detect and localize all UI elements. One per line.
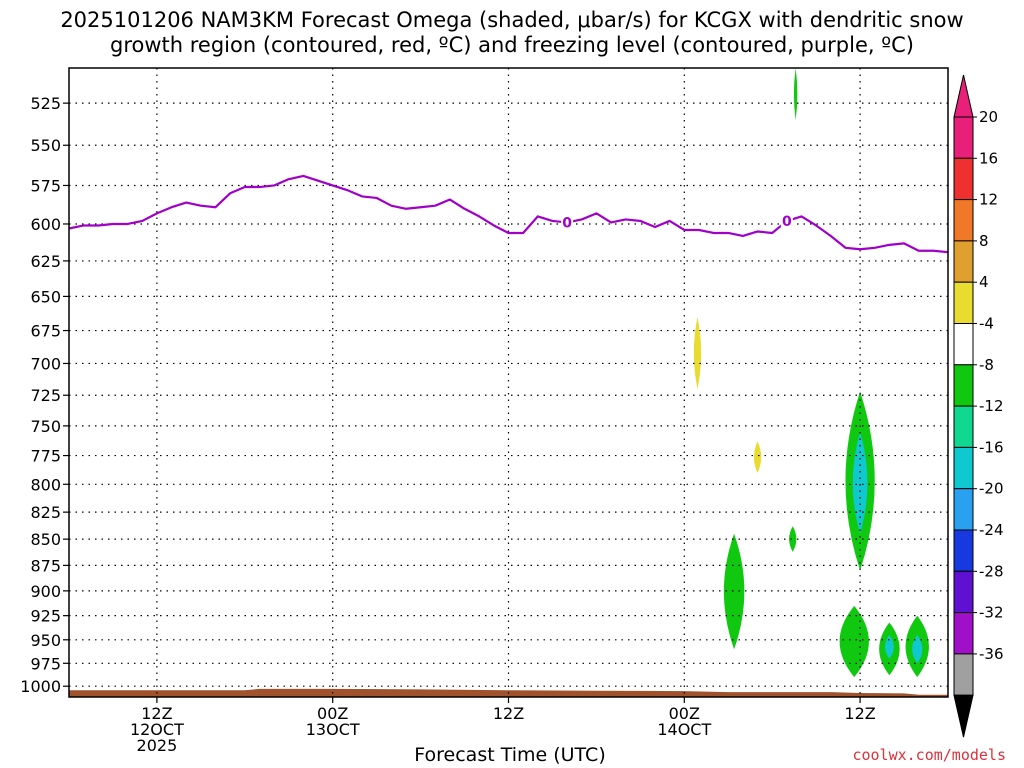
colorbar-bin--36 (953, 653, 974, 696)
omega-shading-layer (693, 68, 929, 678)
plot-area (69, 68, 948, 697)
freezing-level-line (68, 174, 949, 254)
freezing-level-label-bg (561, 214, 574, 230)
omega-feature-9 (885, 635, 894, 659)
x-tick-label: 13OCT (306, 720, 360, 739)
x-tick-label: 00Z (317, 704, 348, 723)
colorbar-bin-12 (953, 199, 974, 242)
colorbar-label: -32 (979, 604, 1004, 622)
y-tick-label: 825 (30, 503, 61, 522)
colorbar-bottom-arrow (953, 694, 974, 738)
omega-feature-0 (793, 68, 798, 121)
colorbar-bin--20 (953, 488, 974, 531)
y-tick-label: 800 (30, 475, 61, 494)
y-tick-label: 625 (30, 252, 61, 271)
colorbar-legend: 20 16 12 8 4 -4 -8 -12 -16 -20 -24 -28 -32 -36 (953, 74, 1004, 738)
gridlines (69, 68, 948, 697)
y-tick-label: 875 (30, 556, 61, 575)
y-tick-label: 675 (30, 322, 61, 341)
x-tick-label: 14OCT (657, 720, 711, 739)
chart-title-line-1: 2025101206 NAM3KM Forecast Omega (shaded… (60, 8, 964, 32)
freezing-level-label-bg (780, 212, 793, 228)
colorbar-label: -20 (979, 480, 1004, 498)
colorbar-bin--8 (953, 364, 974, 407)
colorbar-bin--32 (953, 612, 974, 655)
freezing-level-label: 0 (782, 214, 792, 230)
colorbar-label: -4 (979, 315, 994, 333)
x-tick-label: 12Z (844, 704, 875, 723)
colorbar-bin-20 (953, 116, 974, 159)
y-tick-label: 775 (30, 447, 61, 466)
colorbar-label: -12 (979, 397, 1004, 415)
y-tick-label: 600 (30, 215, 61, 234)
y-tick-label: 525 (30, 94, 61, 113)
colorbar-bin--24 (953, 529, 974, 572)
y-tick-label: 850 (30, 530, 61, 549)
x-tick-label: 00Z (669, 704, 700, 723)
colorbar-label: 8 (979, 232, 989, 250)
x-tick-label: 12OCT (130, 720, 184, 739)
x-tick-label: 12Z (493, 704, 524, 723)
y-tick-label: 650 (30, 287, 61, 306)
y-tick-label: 925 (30, 607, 61, 626)
colorbar-bin--4 (953, 323, 974, 366)
colorbar-bin--16 (953, 446, 974, 490)
colorbar-bin-4 (953, 281, 974, 325)
omega-feature-11 (912, 635, 923, 664)
omega-feature-4 (852, 431, 868, 534)
colorbar-label: -24 (979, 521, 1004, 539)
colorbar-label: 16 (979, 149, 998, 167)
x-tick-label: 2025 (137, 736, 178, 755)
colorbar-bin-16 (953, 157, 974, 201)
colorbar-bin-8 (953, 240, 974, 283)
colorbar-label: -16 (979, 438, 1004, 456)
y-tick-label: 975 (30, 654, 61, 673)
plot-background (69, 68, 948, 697)
colorbar-label: -8 (979, 356, 994, 374)
y-tick-label: 700 (30, 354, 61, 373)
colorbar-label: 4 (979, 273, 989, 291)
colorbar-bin--28 (953, 570, 974, 614)
colorbar-label: 20 (979, 108, 998, 126)
y-axis: 525 550 575 600 625 650 675 700 725 750 775 800 825 8… (20, 94, 69, 696)
y-tick-label: 1000 (20, 677, 61, 696)
colorbar-bin--12 (953, 405, 974, 448)
y-tick-label: 550 (30, 136, 61, 155)
omega-feature-1 (693, 317, 702, 389)
omega-feature-6 (723, 533, 745, 650)
colorbar-label: -36 (979, 645, 1004, 663)
chart-title-line-2: growth region (contoured, red, ºC) and f… (110, 33, 914, 57)
credit-text: coolwx.com/models (852, 746, 1006, 764)
y-tick-label: 900 (30, 582, 61, 601)
omega-feature-5 (789, 526, 797, 552)
y-tick-label: 725 (30, 386, 61, 405)
x-axis-title: Forecast Time (UTC) (414, 744, 606, 766)
omega-feature-7 (839, 605, 869, 678)
y-tick-label: 750 (30, 417, 61, 436)
colorbar-label: 12 (979, 191, 998, 209)
y-tick-label: 950 (30, 631, 61, 650)
colorbar-top-arrow (953, 74, 974, 118)
y-tick-label: 575 (30, 176, 61, 195)
colorbar-label: -28 (979, 562, 1004, 580)
omega-feature-2 (753, 441, 762, 473)
freezing-level-label: 0 (562, 215, 572, 231)
x-tick-label: 12Z (141, 704, 172, 723)
